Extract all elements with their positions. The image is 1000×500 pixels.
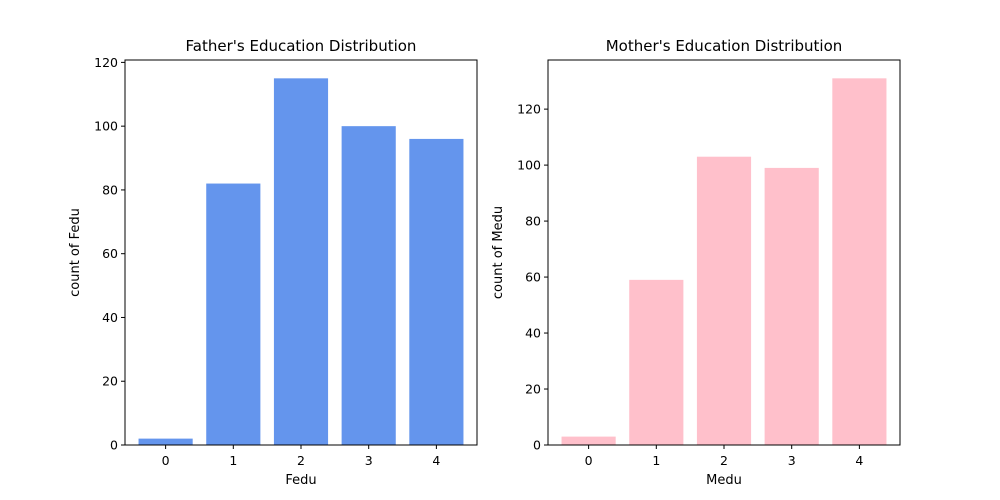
mother-bar-3	[764, 167, 819, 445]
father-y-tick-label: 60	[102, 246, 118, 261]
father-chart-title: Father's Education Distribution	[186, 37, 417, 55]
mother-plot-frame	[547, 59, 901, 446]
father-y-ticks: 0 20 40 60 80 100 120	[94, 55, 125, 453]
father-y-tick-label: 120	[94, 55, 118, 70]
father-y-tick-label: 20	[102, 374, 118, 389]
mother-y-tick-label: 60	[525, 270, 541, 285]
mother-x-tick-label: 0	[585, 453, 593, 468]
mother-y-tick-label: 20	[525, 382, 541, 397]
mother-x-tick-label: 2	[720, 453, 728, 468]
mother-y-tick-label: 80	[525, 214, 541, 229]
mother-x-axis-label: Medu	[706, 473, 742, 488]
father-y-axis-label: count of Fedu	[68, 208, 83, 297]
mother-bar-0	[561, 436, 616, 445]
mother-bar-1	[629, 279, 684, 445]
mother-y-tick-label: 120	[517, 102, 541, 117]
father-x-axis-label: Fedu	[285, 473, 316, 488]
mother-y-axis-label: count of Medu	[491, 206, 506, 299]
mother-y-tick-label: 100	[517, 158, 541, 173]
mother-y-tick-label: 0	[533, 438, 541, 453]
father-bar-2	[273, 78, 329, 445]
father-bar-4	[409, 138, 464, 446]
mother-x-tick-label: 3	[788, 453, 796, 468]
mother-y-ticks: 0 20 40 60 80 100 120	[517, 102, 548, 453]
mother-x-tick-label: 1	[652, 453, 660, 468]
father-y-tick-label: 80	[102, 182, 118, 197]
father-y-tick-label: 100	[94, 119, 118, 134]
father-x-tick-label: 0	[162, 453, 170, 468]
mother-education-chart: 0 20 40 60 80 100 120 0 1 2 3 4 Mother's Education…	[491, 37, 901, 488]
father-bars	[138, 78, 464, 446]
father-x-tick-label: 2	[297, 453, 305, 468]
father-education-chart: 0 20 40 60 80 100 120 0 1 2 3 4 Father's Education…	[68, 37, 478, 488]
mother-bar-4	[832, 78, 887, 445]
father-bar-1	[206, 183, 261, 445]
father-x-tick-label: 4	[432, 453, 440, 468]
mother-x-tick-label: 4	[855, 453, 863, 468]
father-plot-frame	[124, 59, 478, 446]
father-x-tick-label: 3	[365, 453, 373, 468]
father-x-ticks: 0 1 2 3 4	[162, 445, 440, 468]
mother-bars	[561, 78, 887, 445]
mother-bar-2	[696, 156, 752, 445]
father-y-tick-label: 40	[102, 310, 118, 325]
father-bar-0	[138, 438, 193, 445]
father-x-tick-label: 1	[229, 453, 237, 468]
father-y-tick-label: 0	[110, 438, 118, 453]
father-bar-3	[341, 126, 396, 445]
mother-y-tick-label: 40	[525, 326, 541, 341]
mother-x-ticks: 0 1 2 3 4	[585, 445, 863, 468]
mother-chart-title: Mother's Education Distribution	[606, 37, 843, 55]
